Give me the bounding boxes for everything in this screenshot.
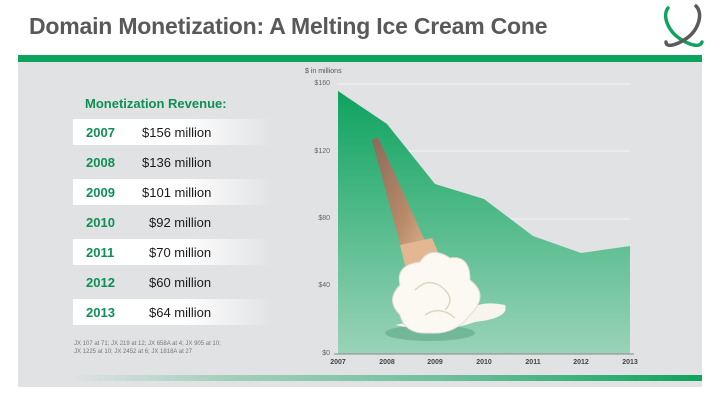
x-tick-label: 2013 xyxy=(622,359,638,366)
x-tick-label: 2008 xyxy=(379,359,395,366)
x-tick-label: 2009 xyxy=(427,359,443,366)
source-line: JX 107 at 71; JX 219 at 12; JX 658A at 4… xyxy=(74,341,221,347)
y-axis-unit-label: $ in millions xyxy=(305,68,342,75)
revenue-value: $70 million xyxy=(149,244,212,260)
revenue-heading: Monetization Revenue: xyxy=(85,96,227,111)
revenue-value: $136 million xyxy=(142,154,212,170)
revenue-year: 2010 xyxy=(86,214,115,230)
header-accent-bar xyxy=(18,55,702,62)
y-tick-label: $0 xyxy=(322,350,330,357)
revenue-value: $156 million xyxy=(142,124,212,140)
revenue-row: 2007 $156 million xyxy=(73,119,273,145)
x-tick-label: 2012 xyxy=(573,359,589,366)
melting-ice-cream-icon xyxy=(372,137,506,341)
revenue-row: 2010 $92 million xyxy=(73,209,273,235)
y-tick-label: $40 xyxy=(318,282,330,289)
revenue-row: 2009 $101 million xyxy=(73,179,273,205)
revenue-year: 2007 xyxy=(86,124,115,140)
revenue-row: 2013 $64 million xyxy=(73,299,273,325)
source-line: JX 1225 at 10; JX 2452 at 6; JX 1818A at… xyxy=(74,349,193,355)
revenue-year: 2012 xyxy=(86,274,115,290)
x-swoosh-logo-icon xyxy=(663,4,704,48)
x-tick-label: 2010 xyxy=(476,359,492,366)
x-tick-label: 2011 xyxy=(525,359,541,366)
source-note: JX 107 at 71; JX 219 at 12; JX 658A at 4… xyxy=(74,340,274,356)
revenue-year: 2013 xyxy=(86,304,115,320)
y-tick-label: $120 xyxy=(314,148,330,155)
footer-accent-bar xyxy=(70,375,702,381)
revenue-value: $92 million xyxy=(149,214,212,230)
y-tick-label: $80 xyxy=(318,215,330,222)
y-tick-label: $160 xyxy=(314,80,330,87)
revenue-year: 2011 xyxy=(86,244,115,260)
revenue-year: 2008 xyxy=(86,154,115,170)
revenue-row: 2011 $70 million xyxy=(73,239,273,265)
page-title: Domain Monetization: A Melting Ice Cream… xyxy=(29,13,548,39)
revenue-row: 2012 $60 million xyxy=(73,269,273,295)
x-tick-label: 2007 xyxy=(330,359,346,366)
revenue-value: $101 million xyxy=(142,184,212,200)
revenue-value: $64 million xyxy=(149,304,212,320)
revenue-row: 2008 $136 million xyxy=(73,149,273,175)
revenue-year: 2009 xyxy=(86,184,115,200)
revenue-value: $60 million xyxy=(149,274,212,290)
